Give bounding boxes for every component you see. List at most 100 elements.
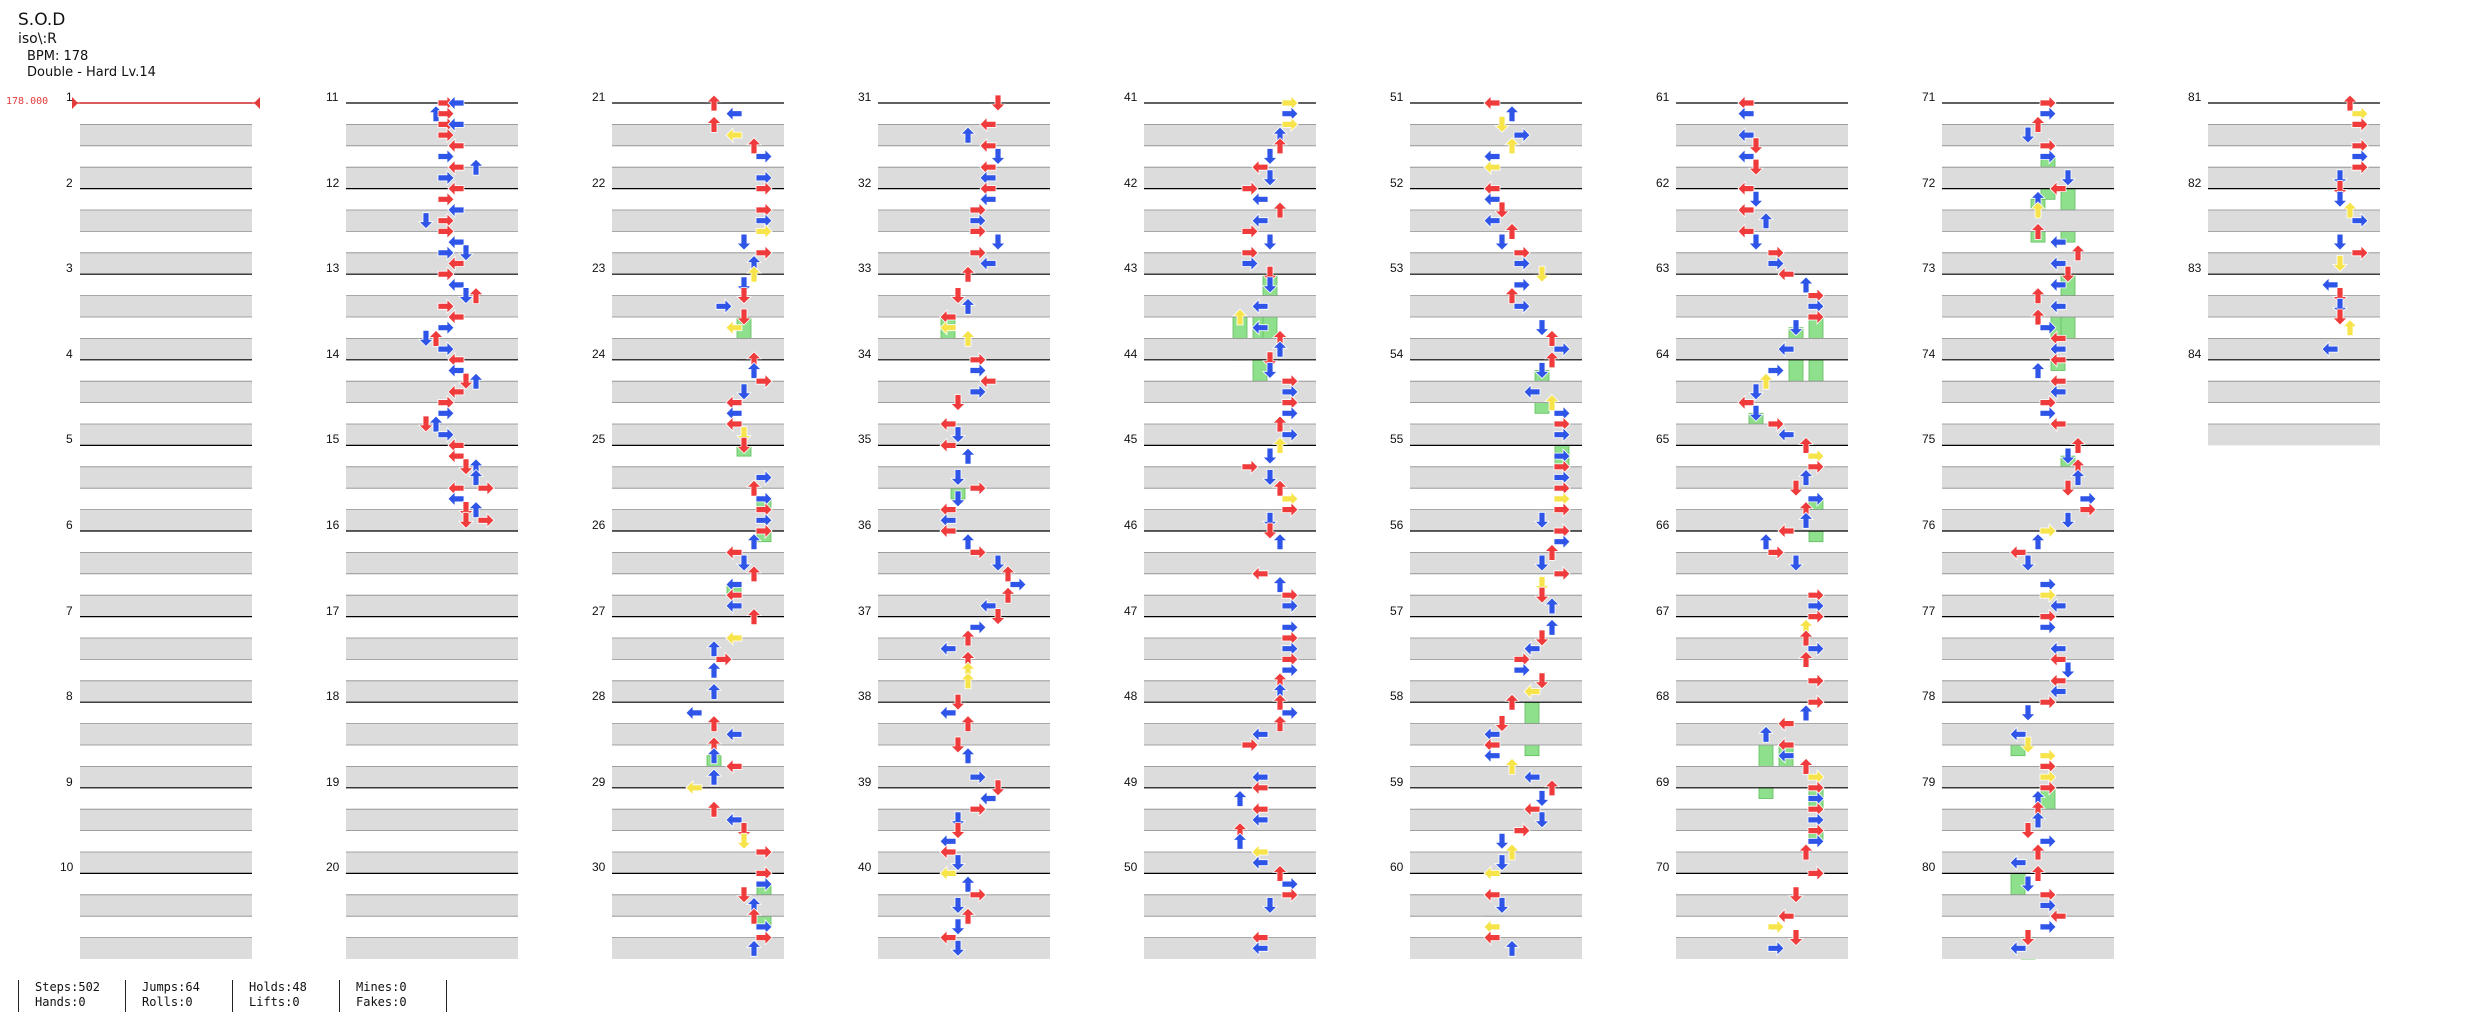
arrow-note (1281, 405, 1299, 422)
arrow-note (1262, 276, 1278, 294)
arrow-note (725, 416, 743, 432)
arrow-note (2039, 319, 2057, 336)
beat-band (2208, 381, 2380, 403)
beat-band (80, 124, 252, 146)
arrow-note (950, 693, 966, 711)
arrow-note (1281, 490, 1299, 507)
measure-number: 13 (326, 261, 340, 276)
beat-band (80, 723, 252, 745)
arrow-note (1272, 864, 1288, 882)
arrow-note (960, 747, 976, 765)
arrow-note (979, 116, 997, 133)
arrow-note (2060, 511, 2076, 529)
arrow-note (1553, 565, 1571, 582)
arrow-note (939, 833, 957, 850)
arrow-note (2332, 255, 2348, 273)
arrow-note (979, 597, 997, 614)
beat-band (80, 466, 252, 489)
arrow-note (2030, 811, 2046, 829)
beat-band (612, 509, 784, 531)
arrow-note (960, 447, 976, 465)
stat-value: Holds:48 (249, 980, 307, 994)
arrow-note (1544, 779, 1560, 797)
beat-band (1144, 381, 1316, 403)
arrow-note (725, 405, 743, 422)
arrow-note (2079, 501, 2097, 518)
beat-band (1144, 338, 1316, 360)
arrow-note (437, 319, 455, 336)
beat-band (80, 680, 252, 703)
arrow-note (1777, 341, 1795, 358)
arrow-note (1553, 341, 1571, 358)
measure-number: 58 (1390, 689, 1404, 704)
arrow-note (755, 180, 773, 197)
arrow-note (2060, 265, 2076, 283)
arrow-note (939, 844, 957, 860)
arrow-note (1262, 362, 1278, 380)
arrow-note (428, 415, 444, 433)
beat-band (612, 680, 784, 703)
arrow-note (2009, 544, 2027, 561)
arrow-note (1232, 832, 1248, 850)
beat-band (612, 809, 784, 831)
arrow-note (2060, 447, 2076, 465)
beat-band (1144, 552, 1316, 574)
arrow-note (706, 768, 722, 786)
arrow-note (1272, 715, 1288, 732)
arrow-note (2009, 726, 2027, 743)
arrow-note (2030, 115, 2046, 133)
arrow-note (1241, 223, 1259, 240)
chart-header: S.O.D iso\:R BPM: 178 Double - Hard Lv.1… (18, 10, 156, 81)
measure-number: 18 (326, 689, 340, 704)
arrow-note (2342, 319, 2358, 337)
measure-number: 42 (1124, 175, 1138, 190)
arrow-note (2030, 843, 2046, 861)
beat-band (80, 638, 252, 660)
beat-band (1144, 638, 1316, 660)
arrow-note (1737, 127, 1755, 144)
arrow-note (950, 469, 966, 487)
arrow-note (1494, 832, 1510, 850)
arrow-note (939, 523, 957, 539)
arrow-note (725, 105, 743, 122)
arrow-note (2351, 116, 2369, 133)
stat-column: Holds:48 Lifts:0 (232, 980, 307, 1012)
beat-band (1942, 595, 2114, 617)
arrow-note (1483, 886, 1501, 903)
measure-number: 57 (1390, 603, 1404, 618)
beat-band (1676, 552, 1848, 574)
beat-band (1942, 295, 2114, 317)
arrow-note (2060, 661, 2076, 679)
arrow-note (990, 779, 1006, 797)
measure-number: 45 (1124, 432, 1138, 447)
arrow-note (1767, 940, 1785, 957)
arrow-note (447, 180, 465, 197)
arrow-note (2351, 105, 2369, 122)
measure-number: 49 (1124, 774, 1138, 789)
arrow-note (2070, 436, 2086, 454)
beat-band (1410, 466, 1582, 489)
stat-value: Hands:0 (35, 995, 86, 1009)
measure-number: 55 (1390, 432, 1404, 447)
arrow-note (1504, 939, 1520, 957)
song-artist: iso\:R (18, 31, 57, 48)
arrow-note (2039, 148, 2057, 165)
arrow-note (2351, 212, 2369, 229)
beat-band (1144, 723, 1316, 745)
arrow-note (2049, 597, 2067, 614)
beat-band (612, 167, 784, 189)
arrow-note (2020, 736, 2036, 754)
beat-band (612, 638, 784, 660)
measure-number: 28 (592, 689, 606, 704)
arrow-note (746, 608, 762, 625)
arrow-note (2049, 298, 2067, 315)
arrow-note (1807, 458, 1825, 475)
arrow-note (1494, 233, 1510, 251)
measure-number: 48 (1124, 689, 1138, 704)
arrow-note (1788, 886, 1804, 904)
arrow-note (1798, 650, 1814, 668)
arrow-note (1748, 404, 1764, 422)
beat-band (80, 295, 252, 317)
arrow-note (1262, 469, 1278, 487)
arrow-note (1777, 266, 1795, 283)
